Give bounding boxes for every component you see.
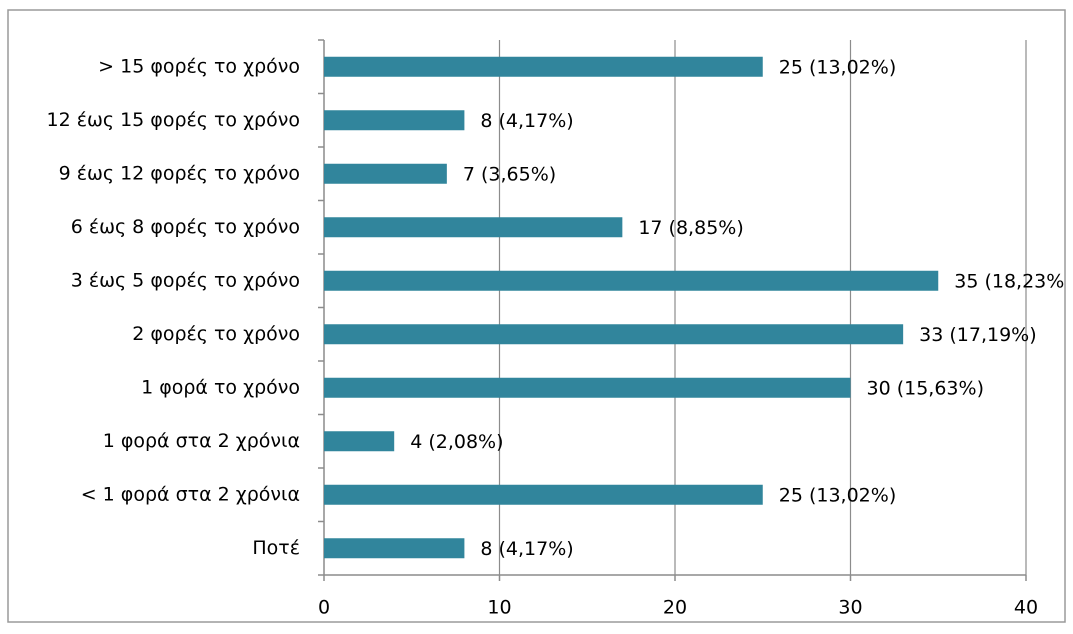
data-label: 7 (3,65%) — [463, 163, 556, 185]
data-label: 8 (4,17%) — [480, 538, 573, 560]
data-label: 30 (15,63%) — [867, 377, 985, 399]
y-tick-label: > 15 φορές το χρόνο — [98, 55, 300, 77]
x-tick-label: 0 — [318, 597, 330, 619]
bar — [324, 538, 465, 559]
y-tick-label: 9 έως 12 φορές το χρόνο — [59, 162, 300, 184]
data-label: 35 (18,23% — [954, 270, 1064, 292]
y-tick-label: 3 έως 5 φορές το χρόνο — [71, 269, 300, 291]
bar — [324, 431, 395, 452]
bar — [324, 110, 465, 131]
y-tick-label: 12 έως 15 φορές το χρόνο — [47, 109, 301, 131]
data-label: 17 (8,85%) — [638, 217, 743, 239]
x-tick-label: 10 — [487, 597, 511, 619]
chart-frame — [7, 9, 1066, 623]
data-label: 4 (2,08%) — [410, 431, 503, 453]
bar — [324, 484, 763, 505]
bar — [324, 163, 447, 184]
y-tick-label: 6 έως 8 φορές το χρόνο — [71, 216, 300, 238]
y-tick-label: 2 φορές το χρόνο — [132, 323, 300, 345]
y-tick-label: Ποτέ — [252, 537, 300, 559]
x-tick-label: 40 — [1014, 597, 1038, 619]
bar — [324, 377, 851, 398]
data-label: 25 (13,02%) — [779, 484, 897, 506]
x-tick-label: 20 — [663, 597, 687, 619]
bar — [324, 324, 904, 345]
data-label: 8 (4,17%) — [480, 110, 573, 132]
bar — [324, 217, 623, 238]
y-tick-label: 1 φορά το χρόνο — [141, 376, 300, 398]
bar — [324, 56, 763, 77]
x-tick-label: 30 — [838, 597, 862, 619]
bar — [324, 270, 939, 291]
y-tick-label: 1 φορά στα 2 χρόνια — [103, 430, 300, 452]
data-label: 33 (17,19%) — [919, 324, 1037, 346]
data-label: 25 (13,02%) — [779, 56, 897, 78]
y-tick-label: < 1 φορά στα 2 χρόνια — [81, 483, 300, 505]
